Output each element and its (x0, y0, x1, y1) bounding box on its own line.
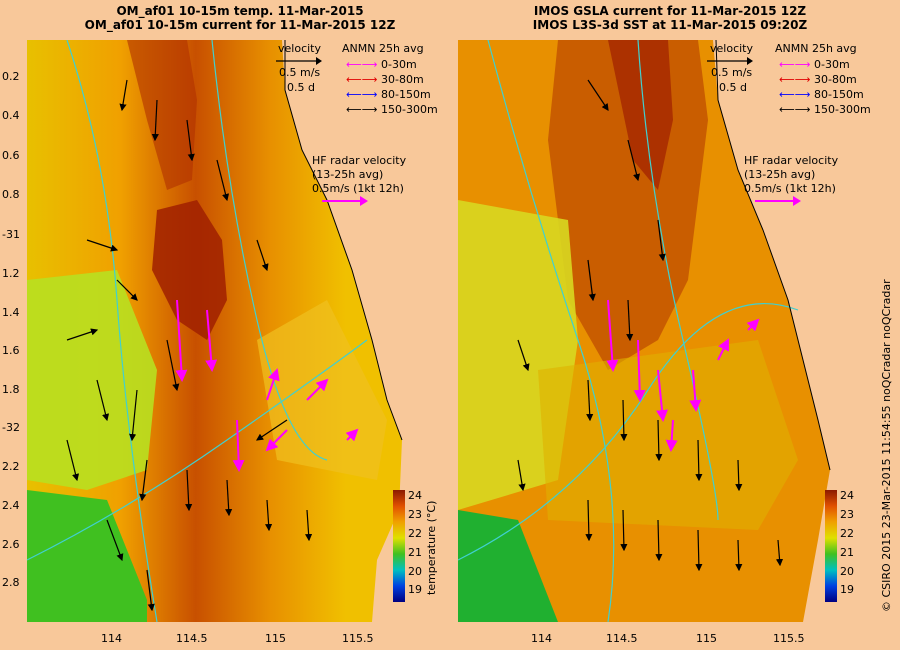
cbar-tick: 20 (840, 565, 854, 578)
colorbar-gradient (393, 490, 405, 602)
depth-label: 30-80m (381, 73, 424, 86)
right-map-panel[interactable] (458, 40, 873, 622)
cbar-tick: 19 (408, 583, 422, 596)
y-tick: -31 (2, 228, 20, 241)
x-tick: 115.5 (342, 632, 374, 645)
y-tick: 0.6 (2, 149, 20, 162)
velocity-arrow-icon (707, 57, 753, 65)
y-tick: 1.4 (2, 306, 20, 319)
cbar-tick: 24 (840, 489, 854, 502)
velocity-arrow-icon (276, 57, 322, 65)
right-title: IMOS GSLA current for 11-Mar-2015 12Z IM… (460, 4, 880, 32)
hf-line2: (13-25h avg) (744, 168, 816, 181)
anmn-label: ANMN 25h avg (342, 42, 424, 55)
speed-label: 0.5 m/s (711, 66, 753, 79)
depth-label: 0-30m (814, 58, 850, 71)
anmn-label: ANMN 25h avg (775, 42, 857, 55)
x-tick: 115 (696, 632, 717, 645)
y-tick: 1.8 (2, 383, 20, 396)
depth-2: ⟵⟶ 80-150m (346, 88, 431, 101)
y-tick: 1.6 (2, 344, 20, 357)
y-tick: 1.2 (2, 267, 20, 280)
depth-0: ⟵⟶ 0-30m (779, 58, 850, 71)
cbar-tick: 22 (840, 527, 854, 540)
velocity-label: velocity (278, 42, 321, 55)
depth-label: 80-150m (814, 88, 864, 101)
hf-line3: 0.5m/s (1kt 12h) (312, 182, 404, 195)
time-label: 0.5 d (287, 81, 315, 94)
depth-3: ⟵⟶ 150-300m (346, 103, 438, 116)
hf-line2: (13-25h avg) (312, 168, 384, 181)
cbar-tick: 23 (408, 508, 422, 521)
depth-label: 0-30m (381, 58, 417, 71)
y-tick: 2.2 (2, 460, 20, 473)
cbar-tick: 21 (408, 546, 422, 559)
y-tick: 2.8 (2, 576, 20, 589)
right-title-line1: IMOS GSLA current for 11-Mar-2015 12Z (533, 4, 807, 18)
velocity-label: velocity (710, 42, 753, 55)
depth-1: ⟵⟶ 30-80m (346, 73, 424, 86)
y-tick: 0.2 (2, 70, 20, 83)
depth-2: ⟵⟶ 80-150m (779, 88, 864, 101)
colorbar-label: temperature (°C) (425, 500, 438, 595)
left-map-svg (27, 40, 403, 622)
hf-line1: HF radar velocity (744, 154, 839, 167)
left-title: OM_af01 10-15m temp. 11-Mar-2015 OM_af01… (40, 4, 440, 32)
x-tick: 115.5 (773, 632, 805, 645)
colorbar-gradient (825, 490, 837, 602)
speed-label: 0.5 m/s (279, 66, 321, 79)
depth-1: ⟵⟶ 30-80m (779, 73, 857, 86)
hf-arrow-icon (755, 196, 801, 206)
left-title-line2: OM_af01 10-15m current for 11-Mar-2015 1… (84, 18, 396, 32)
cbar-tick: 22 (408, 527, 422, 540)
cbar-tick: 21 (840, 546, 854, 559)
depth-label: 150-300m (814, 103, 871, 116)
right-map-svg (458, 40, 831, 622)
y-tick: 0.8 (2, 188, 20, 201)
copyright-footer: © CSIRO 2015 23-Mar-2015 11:54:55 noQCra… (880, 279, 893, 612)
hf-arrow-icon (322, 196, 368, 206)
x-tick: 114.5 (176, 632, 208, 645)
x-tick: 114 (101, 632, 122, 645)
depth-3: ⟵⟶ 150-300m (779, 103, 871, 116)
depth-0: ⟵⟶ 0-30m (346, 58, 417, 71)
hf-line3: 0.5m/s (1kt 12h) (744, 182, 836, 195)
hf-line1: HF radar velocity (312, 154, 407, 167)
y-tick: 0.4 (2, 109, 20, 122)
y-tick: 2.6 (2, 538, 20, 551)
right-title-line2: IMOS L3S-3d SST at 11-Mar-2015 09:20Z (532, 18, 808, 32)
cbar-tick: 19 (840, 583, 854, 596)
y-tick: -32 (2, 421, 20, 434)
depth-label: 150-300m (381, 103, 438, 116)
left-map-panel[interactable] (27, 40, 442, 622)
depth-label: 80-150m (381, 88, 431, 101)
depth-label: 30-80m (814, 73, 857, 86)
left-title-line1: OM_af01 10-15m temp. 11-Mar-2015 (116, 4, 364, 18)
x-tick: 114.5 (606, 632, 638, 645)
y-tick: 2.4 (2, 499, 20, 512)
time-label: 0.5 d (719, 81, 747, 94)
cbar-tick: 23 (840, 508, 854, 521)
x-tick: 114 (531, 632, 552, 645)
cbar-tick: 20 (408, 565, 422, 578)
cbar-tick: 24 (408, 489, 422, 502)
x-tick: 115 (265, 632, 286, 645)
